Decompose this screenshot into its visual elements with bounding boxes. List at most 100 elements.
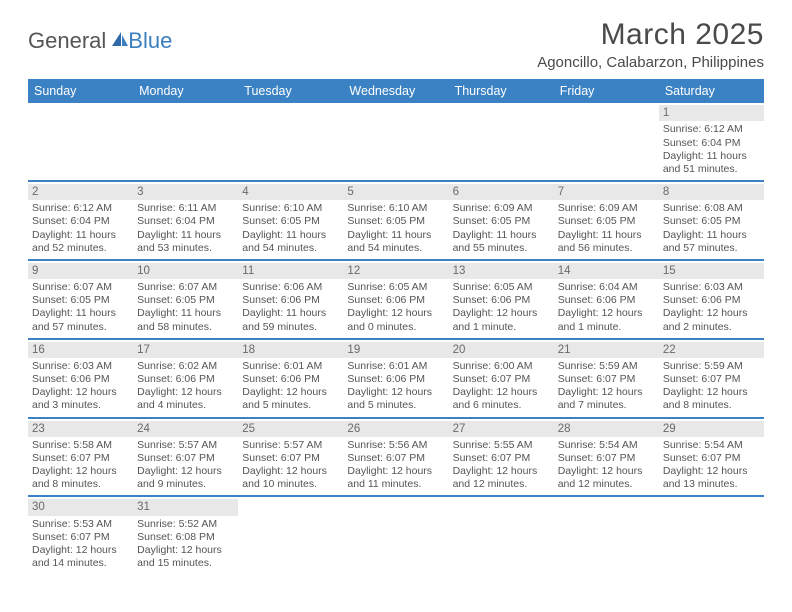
sunrise-text: Sunrise: 6:05 AM <box>347 281 443 294</box>
day-number: 21 <box>554 342 659 358</box>
day-cell: 3Sunrise: 6:11 AMSunset: 6:04 PMDaylight… <box>133 182 238 259</box>
day-cell: 31Sunrise: 5:52 AMSunset: 6:08 PMDayligh… <box>133 497 238 574</box>
day-cell: 26Sunrise: 5:56 AMSunset: 6:07 PMDayligh… <box>343 419 448 496</box>
sunrise-text: Sunrise: 6:02 AM <box>137 360 233 373</box>
daylight-text: Daylight: 12 hours and 1 minute. <box>558 307 654 333</box>
sunset-text: Sunset: 6:07 PM <box>32 531 128 544</box>
sunset-text: Sunset: 6:07 PM <box>32 452 128 465</box>
day-cell: 12Sunrise: 6:05 AMSunset: 6:06 PMDayligh… <box>343 261 448 338</box>
month-title: March 2025 <box>537 18 764 52</box>
daylight-text: Daylight: 12 hours and 15 minutes. <box>137 544 233 570</box>
day-cell: 20Sunrise: 6:00 AMSunset: 6:07 PMDayligh… <box>449 340 554 417</box>
day-number: 1 <box>659 105 764 121</box>
sunset-text: Sunset: 6:06 PM <box>137 373 233 386</box>
sunrise-text: Sunrise: 6:01 AM <box>347 360 443 373</box>
daylight-text: Daylight: 11 hours and 57 minutes. <box>663 229 759 255</box>
daylight-text: Daylight: 12 hours and 13 minutes. <box>663 465 759 491</box>
daylight-text: Daylight: 12 hours and 2 minutes. <box>663 307 759 333</box>
day-number: 17 <box>133 342 238 358</box>
daylight-text: Daylight: 12 hours and 11 minutes. <box>347 465 443 491</box>
day-cell: 16Sunrise: 6:03 AMSunset: 6:06 PMDayligh… <box>28 340 133 417</box>
day-number: 18 <box>238 342 343 358</box>
day-number: 5 <box>343 184 448 200</box>
title-block: March 2025 Agoncillo, Calabarzon, Philip… <box>537 18 764 71</box>
week-row: 16Sunrise: 6:03 AMSunset: 6:06 PMDayligh… <box>28 340 764 419</box>
weekday-header: Saturday <box>659 79 764 103</box>
day-number: 11 <box>238 263 343 279</box>
day-cell: 18Sunrise: 6:01 AMSunset: 6:06 PMDayligh… <box>238 340 343 417</box>
day-cell: 14Sunrise: 6:04 AMSunset: 6:06 PMDayligh… <box>554 261 659 338</box>
day-number: 16 <box>28 342 133 358</box>
daylight-text: Daylight: 11 hours and 55 minutes. <box>453 229 549 255</box>
daylight-text: Daylight: 12 hours and 4 minutes. <box>137 386 233 412</box>
sunrise-text: Sunrise: 6:00 AM <box>453 360 549 373</box>
day-cell: 21Sunrise: 5:59 AMSunset: 6:07 PMDayligh… <box>554 340 659 417</box>
daylight-text: Daylight: 12 hours and 0 minutes. <box>347 307 443 333</box>
day-cell-empty <box>343 497 448 574</box>
day-number: 30 <box>28 499 133 515</box>
daylight-text: Daylight: 12 hours and 5 minutes. <box>347 386 443 412</box>
sunset-text: Sunset: 6:07 PM <box>137 452 233 465</box>
day-cell: 24Sunrise: 5:57 AMSunset: 6:07 PMDayligh… <box>133 419 238 496</box>
weekday-header: Monday <box>133 79 238 103</box>
day-number: 19 <box>343 342 448 358</box>
daylight-text: Daylight: 12 hours and 5 minutes. <box>242 386 338 412</box>
daylight-text: Daylight: 11 hours and 54 minutes. <box>242 229 338 255</box>
sunrise-text: Sunrise: 6:03 AM <box>663 281 759 294</box>
day-number: 28 <box>554 421 659 437</box>
day-cell: 29Sunrise: 5:54 AMSunset: 6:07 PMDayligh… <box>659 419 764 496</box>
sunrise-text: Sunrise: 6:08 AM <box>663 202 759 215</box>
sunset-text: Sunset: 6:04 PM <box>137 215 233 228</box>
sunrise-text: Sunrise: 5:57 AM <box>137 439 233 452</box>
day-cell: 19Sunrise: 6:01 AMSunset: 6:06 PMDayligh… <box>343 340 448 417</box>
day-number: 14 <box>554 263 659 279</box>
day-number: 23 <box>28 421 133 437</box>
day-cell-empty <box>554 103 659 180</box>
sunset-text: Sunset: 6:08 PM <box>137 531 233 544</box>
sunset-text: Sunset: 6:07 PM <box>347 452 443 465</box>
day-cell-empty <box>238 497 343 574</box>
sunset-text: Sunset: 6:05 PM <box>347 215 443 228</box>
week-row: 30Sunrise: 5:53 AMSunset: 6:07 PMDayligh… <box>28 497 764 574</box>
week-row: 23Sunrise: 5:58 AMSunset: 6:07 PMDayligh… <box>28 419 764 498</box>
day-cell: 2Sunrise: 6:12 AMSunset: 6:04 PMDaylight… <box>28 182 133 259</box>
day-number: 3 <box>133 184 238 200</box>
day-number: 10 <box>133 263 238 279</box>
day-number: 20 <box>449 342 554 358</box>
day-cell: 15Sunrise: 6:03 AMSunset: 6:06 PMDayligh… <box>659 261 764 338</box>
sunrise-text: Sunrise: 5:59 AM <box>558 360 654 373</box>
daylight-text: Daylight: 12 hours and 12 minutes. <box>453 465 549 491</box>
sunset-text: Sunset: 6:07 PM <box>453 452 549 465</box>
day-cell: 25Sunrise: 5:57 AMSunset: 6:07 PMDayligh… <box>238 419 343 496</box>
sunrise-text: Sunrise: 6:12 AM <box>663 123 759 136</box>
sunset-text: Sunset: 6:05 PM <box>558 215 654 228</box>
day-cell: 9Sunrise: 6:07 AMSunset: 6:05 PMDaylight… <box>28 261 133 338</box>
daylight-text: Daylight: 11 hours and 57 minutes. <box>32 307 128 333</box>
daylight-text: Daylight: 12 hours and 9 minutes. <box>137 465 233 491</box>
location: Agoncillo, Calabarzon, Philippines <box>537 54 764 71</box>
daylight-text: Daylight: 11 hours and 58 minutes. <box>137 307 233 333</box>
sunrise-text: Sunrise: 5:53 AM <box>32 518 128 531</box>
day-number: 25 <box>238 421 343 437</box>
daylight-text: Daylight: 11 hours and 59 minutes. <box>242 307 338 333</box>
sunset-text: Sunset: 6:04 PM <box>32 215 128 228</box>
day-cell: 1Sunrise: 6:12 AMSunset: 6:04 PMDaylight… <box>659 103 764 180</box>
daylight-text: Daylight: 12 hours and 14 minutes. <box>32 544 128 570</box>
sunset-text: Sunset: 6:05 PM <box>32 294 128 307</box>
sunset-text: Sunset: 6:05 PM <box>137 294 233 307</box>
day-cell: 13Sunrise: 6:05 AMSunset: 6:06 PMDayligh… <box>449 261 554 338</box>
daylight-text: Daylight: 12 hours and 12 minutes. <box>558 465 654 491</box>
day-cell: 11Sunrise: 6:06 AMSunset: 6:06 PMDayligh… <box>238 261 343 338</box>
calendar: SundayMondayTuesdayWednesdayThursdayFrid… <box>28 79 764 574</box>
day-cell: 23Sunrise: 5:58 AMSunset: 6:07 PMDayligh… <box>28 419 133 496</box>
day-number: 6 <box>449 184 554 200</box>
day-number: 27 <box>449 421 554 437</box>
daylight-text: Daylight: 11 hours and 52 minutes. <box>32 229 128 255</box>
logo-text-general: General <box>28 28 106 54</box>
sunset-text: Sunset: 6:06 PM <box>242 294 338 307</box>
sunset-text: Sunset: 6:07 PM <box>663 373 759 386</box>
sunrise-text: Sunrise: 6:09 AM <box>453 202 549 215</box>
sunrise-text: Sunrise: 6:10 AM <box>347 202 443 215</box>
weekday-header-row: SundayMondayTuesdayWednesdayThursdayFrid… <box>28 79 764 103</box>
sunset-text: Sunset: 6:06 PM <box>242 373 338 386</box>
